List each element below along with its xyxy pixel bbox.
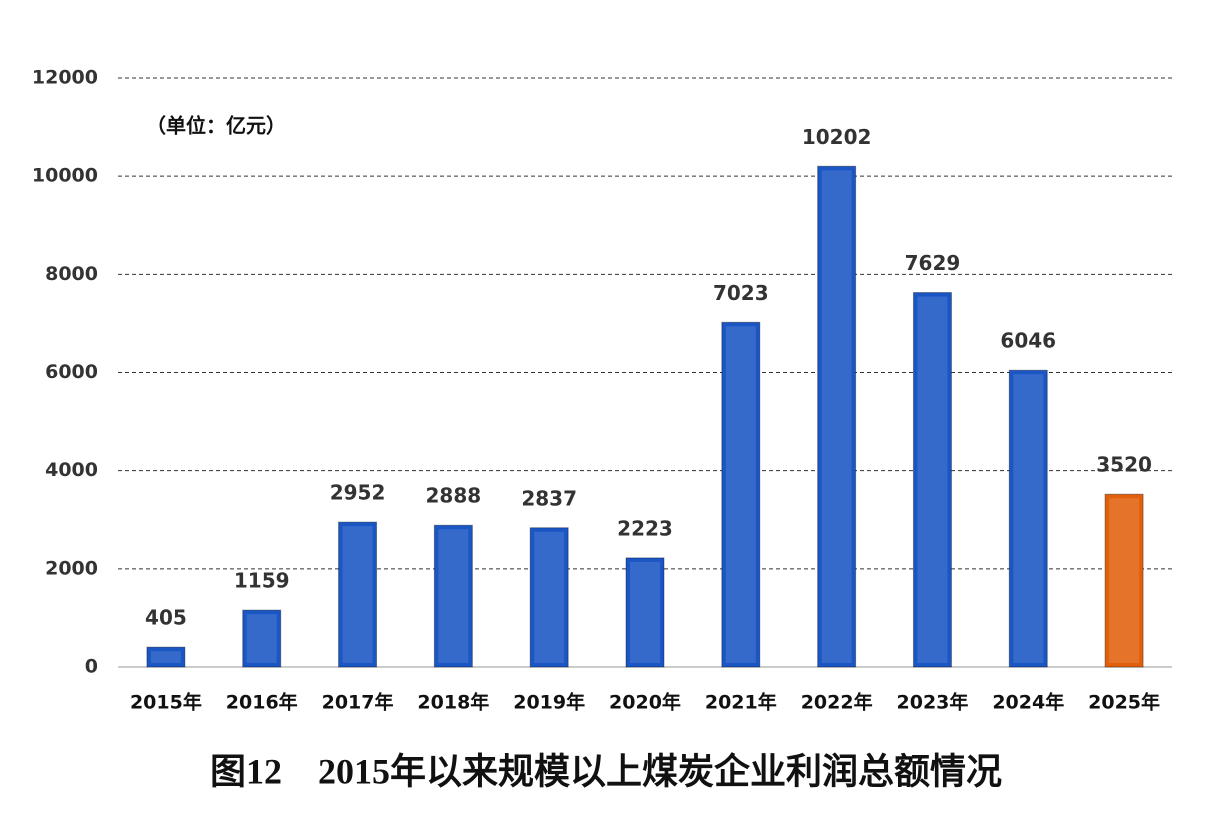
y-tick-label: 10000	[32, 165, 98, 187]
bar	[817, 165, 857, 668]
bar-shine	[821, 170, 852, 663]
bar	[1104, 493, 1144, 668]
x-tick-label: 2025年	[1088, 691, 1160, 714]
value-label: 6046	[1000, 329, 1056, 353]
bar	[338, 521, 378, 668]
y-tick-label: 6000	[45, 361, 98, 383]
value-label: 7629	[905, 251, 961, 275]
y-tick-label: 4000	[45, 459, 98, 481]
value-label: 2223	[617, 516, 673, 540]
bar-shine	[246, 614, 277, 663]
bar	[625, 557, 665, 668]
y-tick-label: 8000	[45, 263, 98, 285]
x-tick-label: 2015年	[130, 691, 202, 714]
bar	[433, 524, 473, 668]
bar-shine	[725, 326, 756, 663]
bar-shine	[1013, 374, 1044, 663]
bar-shine	[150, 651, 181, 663]
chart-title: 图12 2015年以来规模以上煤炭企业利润总额情况	[210, 750, 1002, 791]
x-tick-label: 2024年	[992, 691, 1064, 714]
value-label: 3520	[1096, 453, 1152, 477]
bar	[912, 292, 952, 668]
y-tick-label: 0	[85, 656, 98, 678]
y-tick-label: 12000	[32, 67, 98, 89]
value-label: 2952	[330, 481, 386, 505]
x-tick-label: 2023年	[897, 691, 969, 714]
value-label: 7023	[713, 281, 769, 305]
unit-label: （单位：亿元）	[146, 114, 286, 138]
bar-shine	[534, 531, 565, 663]
value-label: 10202	[802, 125, 872, 149]
y-tick-label: 2000	[45, 557, 98, 579]
x-tick-label: 2020年	[609, 691, 681, 714]
value-label: 1159	[234, 569, 290, 593]
value-label: 2888	[426, 484, 482, 508]
x-tick-label: 2016年	[226, 691, 298, 714]
bar-shine	[917, 296, 948, 663]
bar	[146, 646, 186, 668]
bar	[242, 609, 282, 668]
bar-shine	[1109, 498, 1140, 663]
value-label: 2837	[521, 486, 577, 510]
bar	[721, 321, 761, 668]
bar-shine	[630, 561, 660, 663]
x-tick-label: 2018年	[417, 691, 489, 714]
value-label: 405	[145, 606, 187, 630]
x-tick-label: 2021年	[705, 691, 777, 714]
x-tick-label: 2017年	[322, 691, 394, 714]
bar-shine	[438, 529, 469, 663]
bar-shine	[342, 526, 373, 663]
bar	[1008, 369, 1048, 668]
bar	[529, 527, 569, 668]
x-tick-label: 2019年	[513, 691, 585, 714]
x-tick-label: 2022年	[801, 691, 873, 714]
